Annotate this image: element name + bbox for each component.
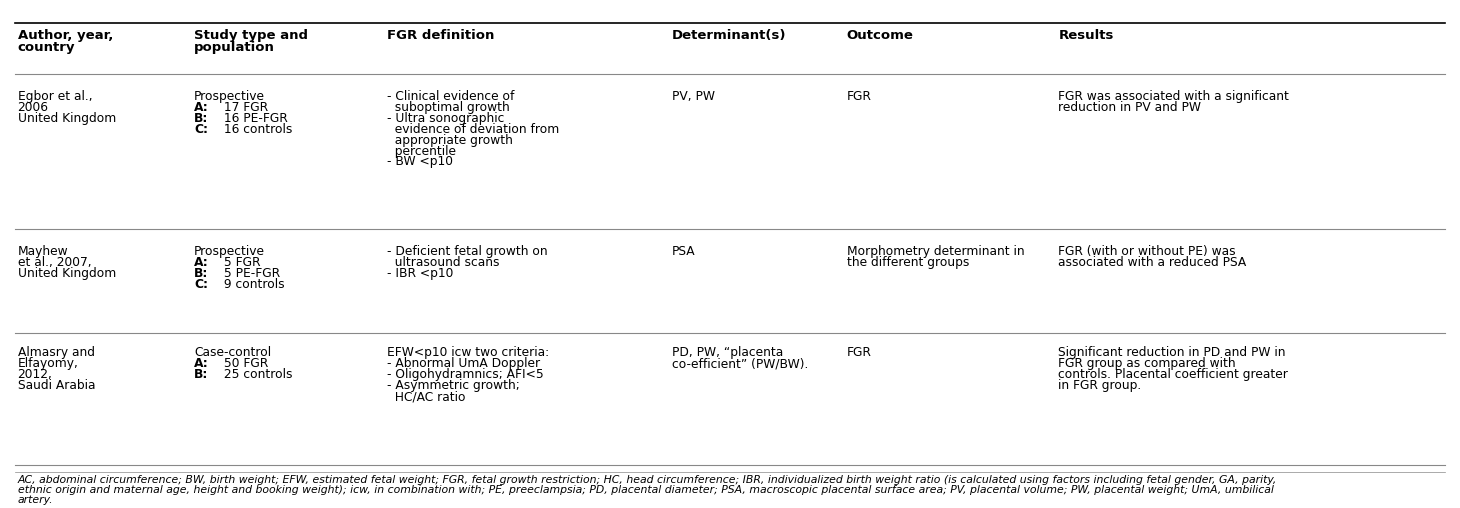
Text: Morphometry determinant in: Morphometry determinant in — [847, 245, 1025, 258]
Text: et al., 2007,: et al., 2007, — [18, 256, 91, 269]
Text: Prospective: Prospective — [194, 90, 266, 103]
Text: 2012,: 2012, — [18, 368, 53, 382]
Text: associated with a reduced PSA: associated with a reduced PSA — [1058, 256, 1247, 269]
Text: 16 PE-FGR: 16 PE-FGR — [220, 112, 288, 125]
Text: - Deficient fetal growth on: - Deficient fetal growth on — [387, 245, 548, 258]
Text: PSA: PSA — [672, 245, 695, 258]
Text: FGR: FGR — [847, 346, 872, 360]
Text: C:: C: — [194, 277, 209, 291]
Text: - BW <p10: - BW <p10 — [387, 155, 453, 169]
Text: Study type and: Study type and — [194, 29, 308, 42]
Text: A:: A: — [194, 256, 209, 269]
Text: Almasry and: Almasry and — [18, 346, 95, 360]
Text: United Kingdom: United Kingdom — [18, 112, 115, 125]
Text: C:: C: — [194, 122, 209, 136]
Text: Saudi Arabia: Saudi Arabia — [18, 379, 95, 392]
Text: controls. Placental coefficient greater: controls. Placental coefficient greater — [1058, 368, 1288, 382]
Text: PD, PW, “placenta: PD, PW, “placenta — [672, 346, 783, 360]
Text: percentile: percentile — [387, 144, 456, 157]
Text: artery.: artery. — [18, 495, 53, 505]
Text: FGR group as compared with: FGR group as compared with — [1058, 358, 1237, 370]
Text: B:: B: — [194, 112, 209, 125]
Text: country: country — [18, 41, 74, 54]
Text: - Clinical evidence of: - Clinical evidence of — [387, 90, 514, 103]
Text: Elfayomy,: Elfayomy, — [18, 358, 79, 370]
Text: Determinant(s): Determinant(s) — [672, 29, 785, 42]
Text: 25 controls: 25 controls — [220, 368, 293, 382]
Text: appropriate growth: appropriate growth — [387, 134, 512, 147]
Text: 9 controls: 9 controls — [220, 277, 285, 291]
Text: 5 FGR: 5 FGR — [220, 256, 261, 269]
Text: B:: B: — [194, 368, 209, 382]
Text: ethnic origin and maternal age, height and booking weight); icw, in combination : ethnic origin and maternal age, height a… — [18, 485, 1273, 495]
Text: the different groups: the different groups — [847, 256, 969, 269]
Text: 50 FGR: 50 FGR — [220, 358, 269, 370]
Text: in FGR group.: in FGR group. — [1058, 379, 1142, 392]
Text: co-efficient” (PW/BW).: co-efficient” (PW/BW). — [672, 358, 807, 370]
Text: Outcome: Outcome — [847, 29, 914, 42]
Text: suboptimal growth: suboptimal growth — [387, 101, 510, 114]
Text: FGR: FGR — [847, 90, 872, 103]
Text: AC, abdominal circumference; BW, birth weight; EFW, estimated fetal weight; FGR,: AC, abdominal circumference; BW, birth w… — [18, 475, 1278, 485]
Text: 2006: 2006 — [18, 101, 48, 114]
Text: Results: Results — [1058, 29, 1114, 42]
Text: Significant reduction in PD and PW in: Significant reduction in PD and PW in — [1058, 346, 1286, 360]
Text: 5 PE-FGR: 5 PE-FGR — [220, 267, 280, 280]
Text: Mayhew: Mayhew — [18, 245, 69, 258]
Text: reduction in PV and PW: reduction in PV and PW — [1058, 101, 1202, 114]
Text: - Asymmetric growth;: - Asymmetric growth; — [387, 379, 520, 392]
Text: 16 controls: 16 controls — [220, 122, 293, 136]
Text: B:: B: — [194, 267, 209, 280]
Text: FGR definition: FGR definition — [387, 29, 495, 42]
Text: Egbor et al.,: Egbor et al., — [18, 90, 92, 103]
Text: - IBR <p10: - IBR <p10 — [387, 267, 453, 280]
Text: United Kingdom: United Kingdom — [18, 267, 115, 280]
Text: population: population — [194, 41, 274, 54]
Text: PV, PW: PV, PW — [672, 90, 714, 103]
Text: 17 FGR: 17 FGR — [220, 101, 269, 114]
Text: - Abnormal UmA Doppler: - Abnormal UmA Doppler — [387, 358, 540, 370]
Text: A:: A: — [194, 358, 209, 370]
Text: evidence of deviation from: evidence of deviation from — [387, 122, 559, 136]
Text: Case-control: Case-control — [194, 346, 272, 360]
Text: Author, year,: Author, year, — [18, 29, 112, 42]
Text: FGR (with or without PE) was: FGR (with or without PE) was — [1058, 245, 1237, 258]
Text: - Ultra sonographic: - Ultra sonographic — [387, 112, 504, 125]
Text: A:: A: — [194, 101, 209, 114]
Text: Prospective: Prospective — [194, 245, 266, 258]
Text: EFW<p10 icw two criteria:: EFW<p10 icw two criteria: — [387, 346, 549, 360]
Text: - Oligohydramnics; AFI<5: - Oligohydramnics; AFI<5 — [387, 368, 543, 382]
Text: HC/AC ratio: HC/AC ratio — [387, 390, 466, 403]
Text: ultrasound scans: ultrasound scans — [387, 256, 499, 269]
Text: FGR was associated with a significant: FGR was associated with a significant — [1058, 90, 1289, 103]
